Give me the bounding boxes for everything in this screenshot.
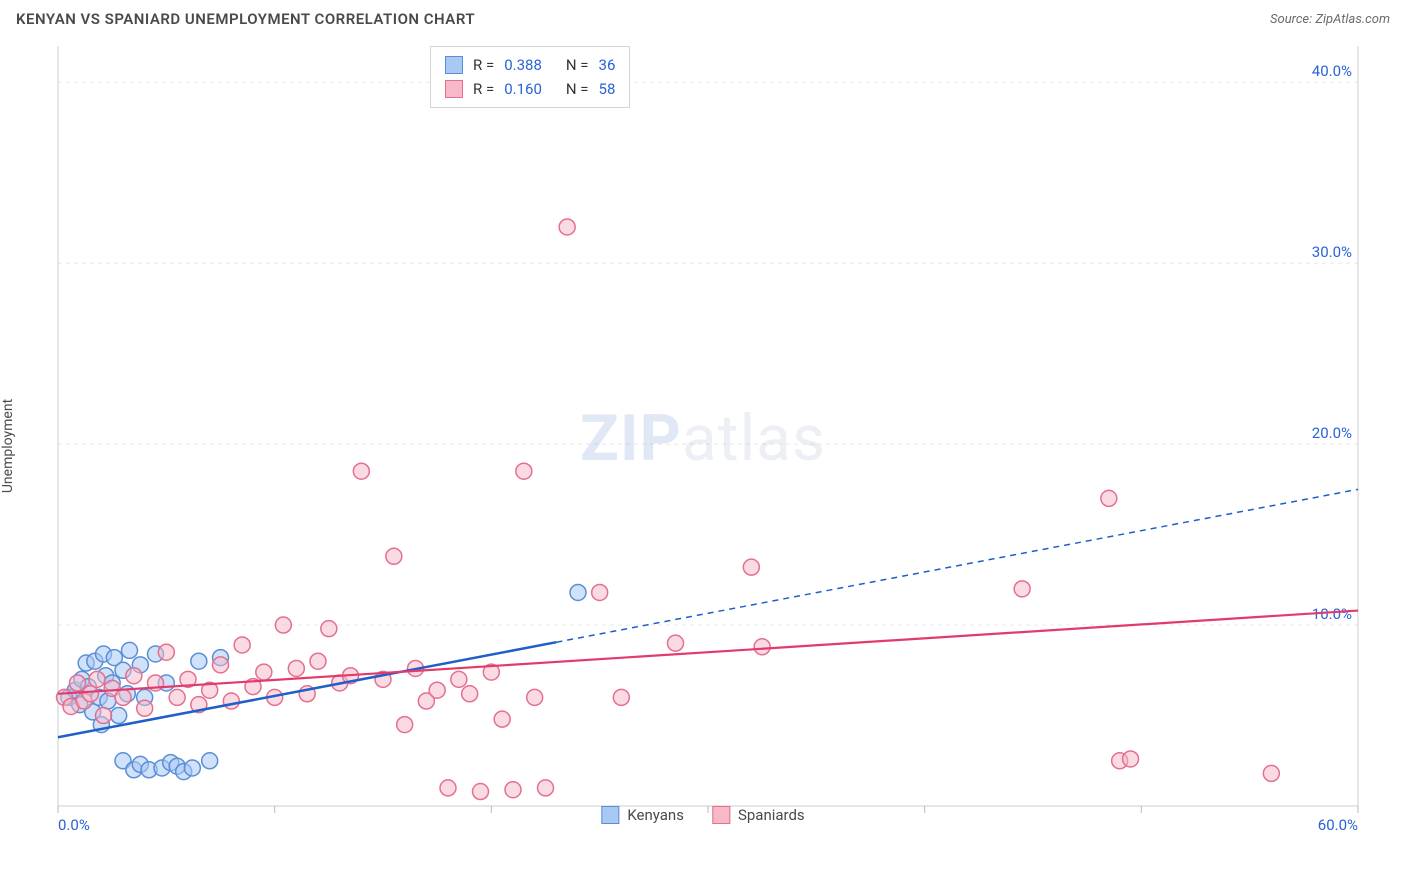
data-point <box>473 784 489 800</box>
data-point <box>1263 765 1279 781</box>
n-value: 36 <box>599 53 616 77</box>
data-point <box>310 653 326 669</box>
data-point <box>288 660 304 676</box>
legend-label: Spaniards <box>738 806 805 824</box>
r-value: 0.160 <box>504 77 542 101</box>
scatter-chart: 0.0%60.0%10.0%20.0%30.0%40.0% <box>48 36 1388 856</box>
data-point <box>223 693 239 709</box>
r-value: 0.388 <box>504 53 542 77</box>
data-point <box>668 635 684 651</box>
data-point <box>353 463 369 479</box>
legend-stats-row: R = 0.160 N = 58 <box>445 77 615 101</box>
data-point <box>386 548 402 564</box>
data-point <box>538 780 554 796</box>
x-tick-label: 0.0% <box>58 816 90 834</box>
legend-stats-row: R = 0.388 N = 36 <box>445 53 615 77</box>
legend-swatch <box>445 80 463 98</box>
data-point <box>321 621 337 637</box>
data-point <box>527 689 543 705</box>
data-point <box>462 686 478 702</box>
source-prefix: Source: <box>1270 12 1315 27</box>
y-tick-label: 20.0% <box>1312 424 1352 442</box>
y-axis-label: Unemployment <box>0 399 16 493</box>
n-label: N = <box>566 53 589 77</box>
data-point <box>89 671 105 687</box>
data-point <box>429 682 445 698</box>
data-point <box>184 760 200 776</box>
data-point <box>234 637 250 653</box>
data-point <box>111 708 127 724</box>
data-point <box>1101 490 1117 506</box>
y-tick-label: 40.0% <box>1312 62 1352 80</box>
data-point <box>1014 581 1030 597</box>
bottom-legend-item: Spaniards <box>712 806 805 824</box>
data-point <box>158 644 174 660</box>
data-point <box>397 717 413 733</box>
data-point <box>570 584 586 600</box>
data-point <box>559 219 575 235</box>
data-point <box>115 689 131 705</box>
data-point <box>494 711 510 727</box>
source-credit: Source: ZipAtlas.com <box>1270 12 1390 27</box>
legend-swatch <box>712 806 730 824</box>
data-point <box>613 689 629 705</box>
data-point <box>96 708 112 724</box>
legend-swatch <box>445 56 463 74</box>
data-point <box>256 664 272 680</box>
r-label: R = <box>473 53 494 77</box>
chart-area: Unemployment 0.0%60.0%10.0%20.0%30.0%40.… <box>0 36 1406 856</box>
data-point <box>126 668 142 684</box>
data-point <box>83 686 99 702</box>
header: KENYAN VS SPANIARD UNEMPLOYMENT CORRELAT… <box>0 0 1406 36</box>
n-value: 58 <box>599 77 616 101</box>
data-point <box>122 642 138 658</box>
r-label: R = <box>473 77 494 101</box>
data-point <box>516 463 532 479</box>
legend-stats-box: R = 0.388 N = 36 R = 0.160 N = 58 <box>430 46 630 108</box>
chart-title: KENYAN VS SPANIARD UNEMPLOYMENT CORRELAT… <box>16 10 475 28</box>
data-point <box>1123 751 1139 767</box>
x-tick-label: 60.0% <box>1318 816 1358 834</box>
data-point <box>202 753 218 769</box>
data-point <box>440 780 456 796</box>
source-name: ZipAtlas.com <box>1315 12 1390 27</box>
legend-swatch <box>601 806 619 824</box>
bottom-legend-item: Kenyans <box>601 806 684 824</box>
data-point <box>754 639 770 655</box>
trend-line-solid <box>58 611 1358 694</box>
data-point <box>213 657 229 673</box>
data-point <box>743 559 759 575</box>
data-point <box>275 617 291 633</box>
data-point <box>592 584 608 600</box>
bottom-legend: Kenyans Spaniards <box>601 806 804 824</box>
data-point <box>169 689 185 705</box>
data-point <box>451 671 467 687</box>
data-point <box>505 782 521 798</box>
n-label: N = <box>566 77 589 101</box>
data-point <box>70 675 86 691</box>
data-point <box>137 700 153 716</box>
legend-label: Kenyans <box>627 806 684 824</box>
data-point <box>191 653 207 669</box>
y-tick-label: 30.0% <box>1312 243 1352 261</box>
